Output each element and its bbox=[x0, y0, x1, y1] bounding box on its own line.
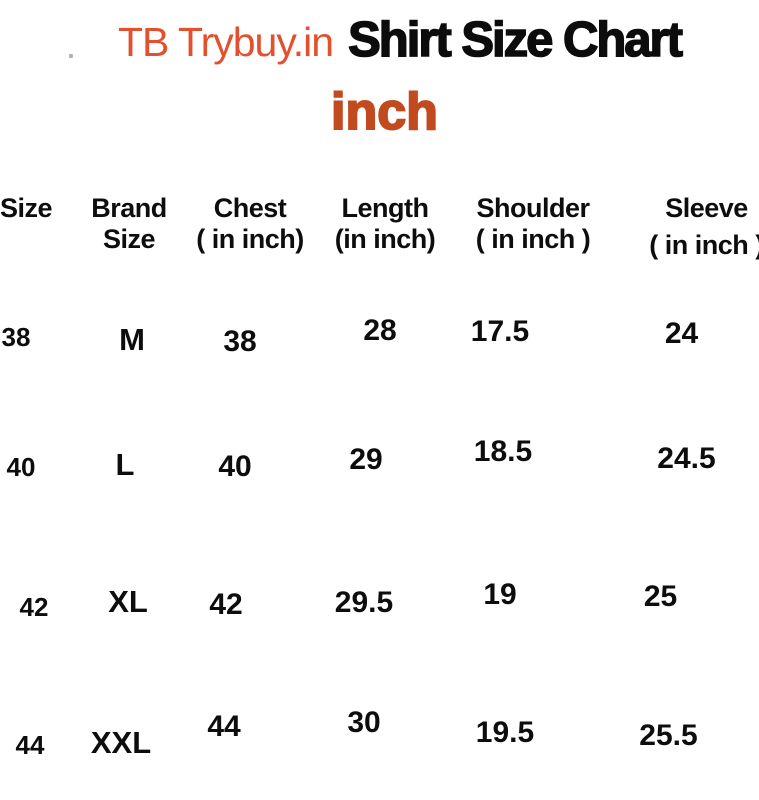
cell-sleeve: 25 bbox=[643, 580, 678, 613]
unit-heading: inch bbox=[330, 82, 439, 142]
chart-title: Shirt Size Chart bbox=[347, 12, 683, 68]
cell-chest: 38 bbox=[223, 325, 257, 358]
table-row: 38 M 38 28 17.5 24 bbox=[0, 314, 759, 359]
cell-sleeve: 25.5 bbox=[639, 719, 698, 752]
cell-length: 29 bbox=[349, 443, 383, 476]
table-row: 40 L 40 29 18.5 24.5 bbox=[0, 435, 759, 487]
cell-length: 30 bbox=[347, 706, 381, 739]
cell-chest: 44 bbox=[207, 710, 241, 743]
cell-size: 38 bbox=[1, 321, 31, 352]
table-row: 42 XL 42 29.5 19 25 bbox=[0, 578, 759, 625]
cell-shoulder: 19 bbox=[483, 578, 517, 611]
cell-sleeve: 24 bbox=[664, 317, 699, 350]
col-header-brand-size: Brand Size bbox=[91, 193, 167, 254]
noise-dot bbox=[69, 54, 73, 58]
cell-brand-size: M bbox=[119, 322, 145, 357]
headline: TB Trybuy.in Shirt Size Chart bbox=[0, 12, 759, 68]
cell-chest: 42 bbox=[209, 588, 243, 621]
cell-brand-size: L bbox=[115, 447, 135, 482]
col-header-chest: Chest ( in inch) bbox=[196, 193, 304, 254]
cell-sleeve: 24.5 bbox=[657, 442, 716, 475]
cell-length: 29.5 bbox=[334, 586, 394, 619]
cell-chest: 40 bbox=[218, 450, 252, 483]
cell-brand-size: XXL bbox=[90, 725, 152, 760]
col-header-sleeve: Sleeve ( in inch ) bbox=[649, 193, 759, 260]
table-header-row: Size Brand Size Chest ( in inch) Length … bbox=[0, 193, 759, 260]
cell-brand-size: XL bbox=[108, 584, 148, 619]
col-header-size: Size bbox=[0, 193, 53, 223]
cell-length: 28 bbox=[363, 314, 397, 347]
col-header-shoulder: Shoulder ( in inch ) bbox=[475, 193, 591, 254]
cell-shoulder: 19.5 bbox=[475, 716, 535, 749]
cell-size: 40 bbox=[6, 451, 36, 482]
brand-logo-text: TB Trybuy.in bbox=[118, 19, 334, 65]
col-header-length: Length (in inch) bbox=[334, 193, 436, 254]
cell-size: 44 bbox=[15, 729, 45, 760]
cell-shoulder: 17.5 bbox=[470, 315, 530, 348]
cell-size: 42 bbox=[19, 591, 49, 622]
table-row: 44 XXL 44 30 19.5 25.5 bbox=[0, 706, 759, 760]
cell-shoulder: 18.5 bbox=[473, 435, 533, 468]
